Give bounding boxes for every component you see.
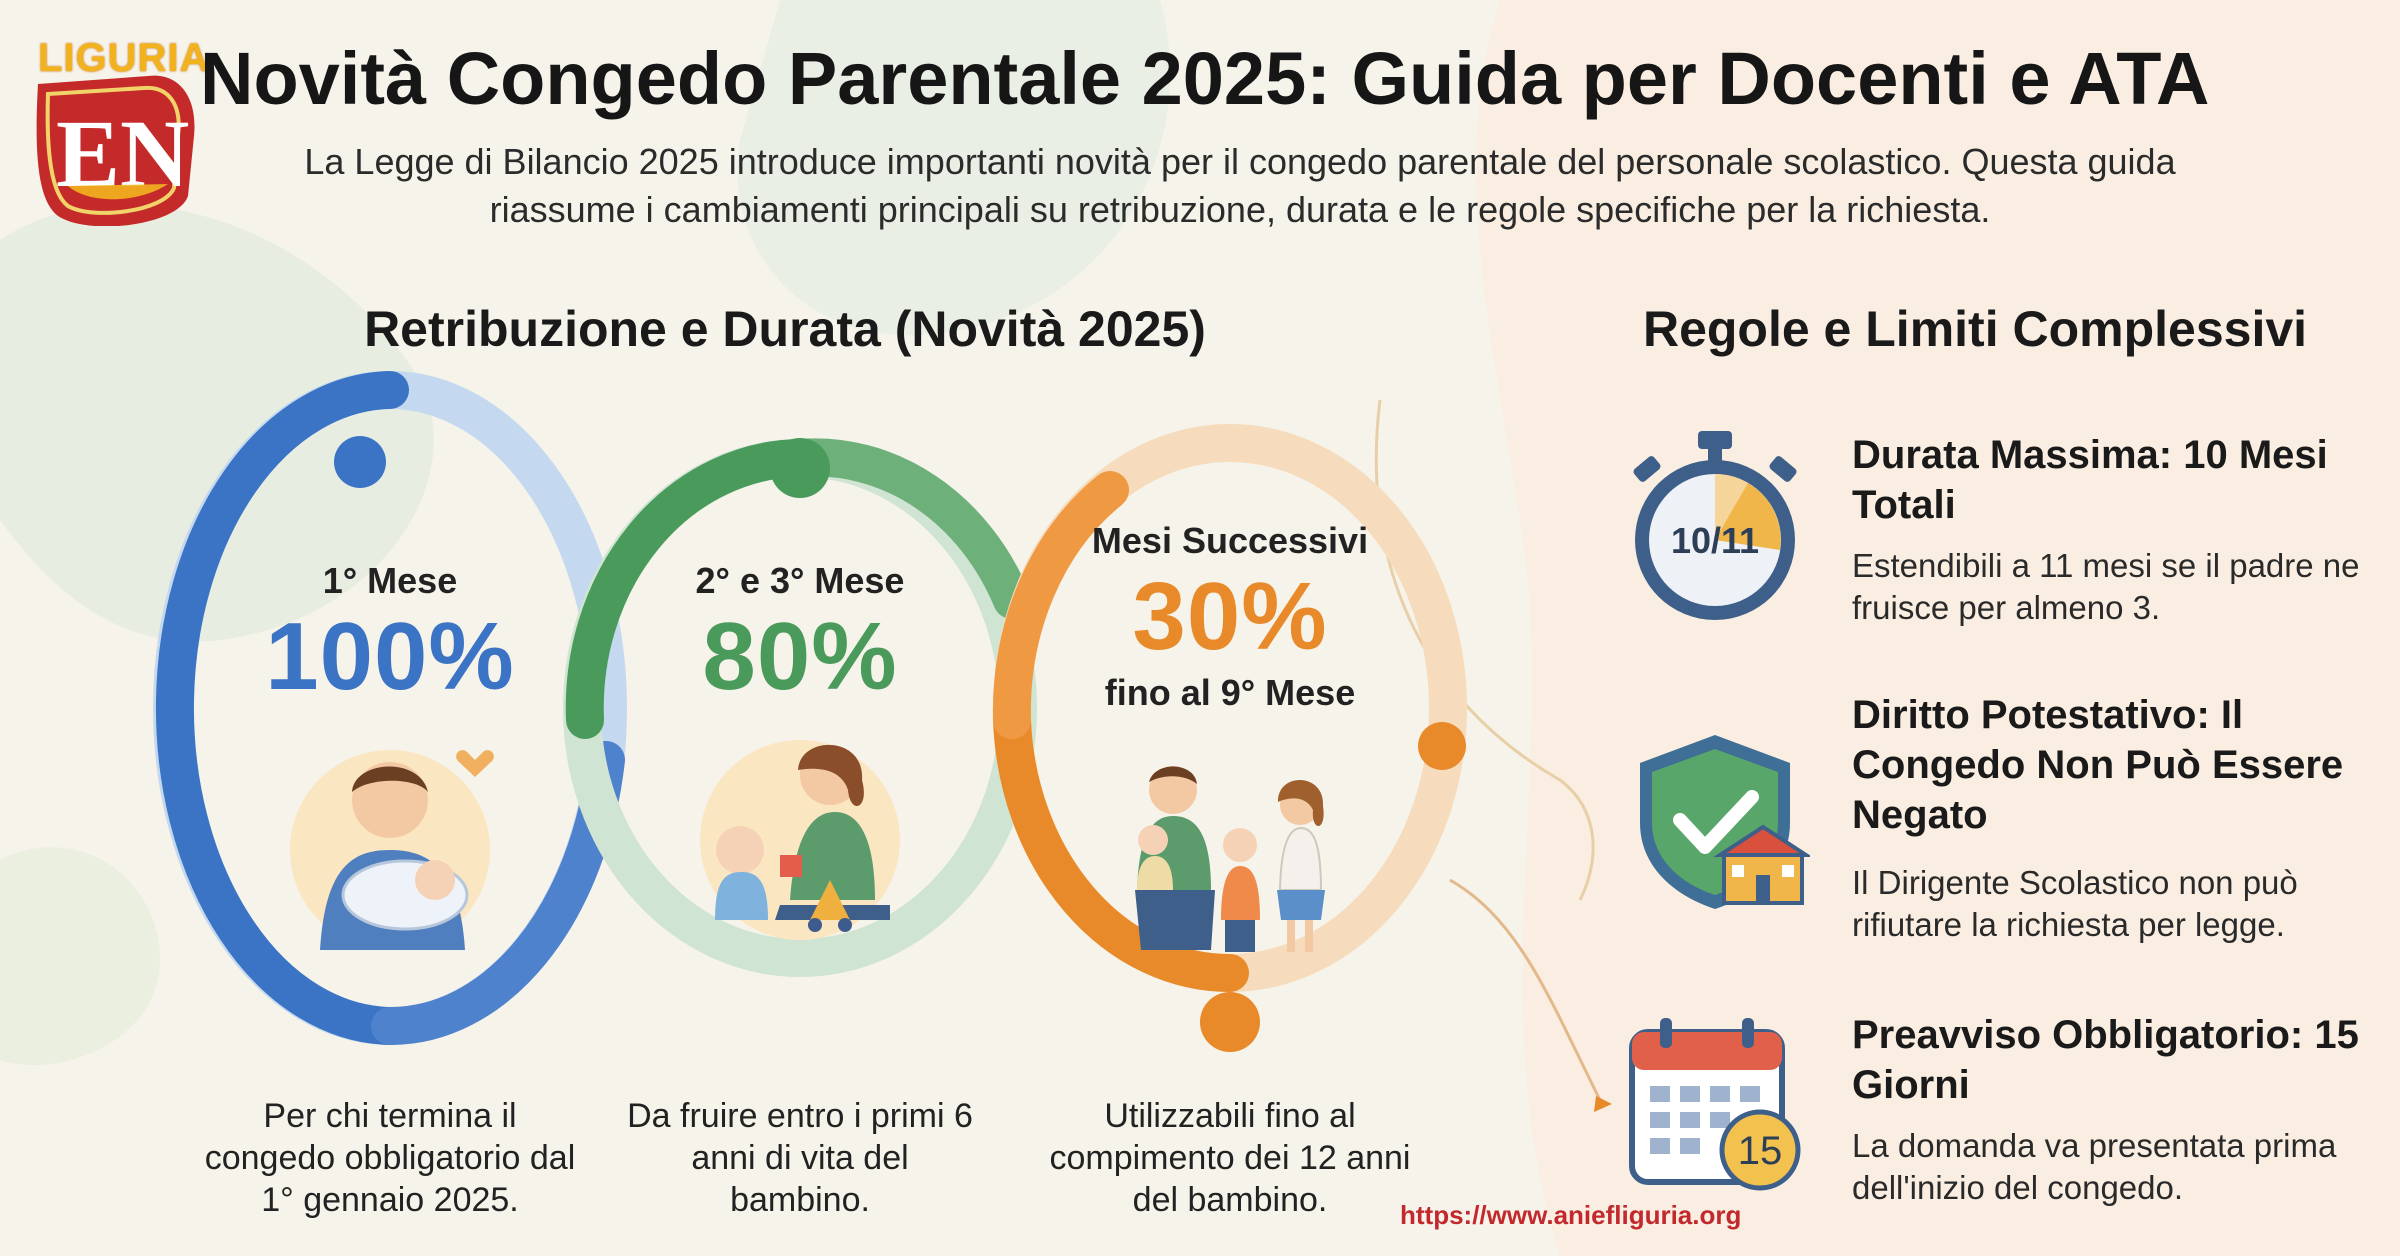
card-2-caption: Da fruire entro i primi 6 anni di vita d… [627, 1097, 973, 1219]
card-note: fino al 9° Mese [1104, 672, 1356, 713]
ring-orange-knob-bottom [1200, 992, 1260, 1052]
card-3-caption: Utilizzabili fino al compimento dei 12 a… [1049, 1097, 1411, 1219]
logo-text: LIGURIA [38, 36, 210, 80]
card-label: 2° e 3° Mese [695, 560, 905, 601]
card-label: Mesi Successivi [1091, 520, 1369, 561]
ring-orange-knob-right [1418, 722, 1466, 770]
card-1-text: 1° Mese 100% [250, 560, 530, 712]
shield-check-icon [1640, 735, 1810, 909]
ring-orange-arc [993, 701, 1249, 993]
card-percent: 80% [702, 603, 898, 710]
stopwatch-icon: 10/11 [1633, 431, 1797, 620]
check-icon [1673, 790, 1759, 854]
connector-arrow-icon [1594, 1096, 1612, 1112]
connector-line [1449, 878, 1602, 1101]
father-with-baby-illustration [290, 750, 494, 950]
card-1-caption: Per chi termina il congedo obbligatorio … [204, 1097, 576, 1219]
rule-3-title: Preavviso Obbligatorio: 15 Giorni [1852, 1013, 2359, 1107]
ring-green-knob [770, 438, 830, 498]
rule-3-description: La domanda va presentata prima dell'iniz… [1852, 1127, 2337, 1206]
mother-with-child-illustration [700, 740, 900, 940]
rule-1-description: Estendibili a 11 mesi se il padre ne fru… [1852, 547, 2360, 626]
card-label: 1° Mese [322, 560, 458, 601]
ring-blue-knob [334, 436, 386, 488]
section-title-regole: Regole e Limiti Complessivi [1642, 301, 2308, 357]
anief-liguria-logo: EN LIGURIA [28, 36, 210, 227]
card-percent: 100% [265, 603, 515, 710]
section-title-retribuzione: Retribuzione e Durata (Novità 2025) [364, 301, 1206, 357]
calendar-icon: 15 [1629, 1018, 1801, 1191]
ring-blue-arc-top [156, 371, 409, 719]
school-icon [1713, 824, 1810, 905]
calendar-day-label: 15 [1738, 1129, 1783, 1173]
rule-1-title: Durata Massima: 10 Mesi Totali [1852, 433, 2328, 527]
logo-emblem: EN [36, 75, 195, 227]
family-illustration [1135, 766, 1325, 952]
card-3-text: Mesi Successivi 30% fino al 9° Mese [1080, 520, 1380, 714]
ring-green-arc [565, 439, 819, 739]
rule-2-title: Diritto Potestativo: Il Congedo Non Può … [1852, 693, 2344, 837]
website-link[interactable]: https://www.aniefliguria.org [1400, 1200, 1742, 1230]
stopwatch-label: 10/11 [1671, 520, 1759, 561]
card-2-text: 2° e 3° Mese 80% [640, 560, 960, 712]
ring-blue-arc-bottom [155, 681, 409, 1045]
card-percent: 30% [1132, 563, 1328, 670]
page-title: Novità Congedo Parentale 2025: Guida per… [200, 37, 2210, 120]
rule-2-description: Il Dirigente Scolastico non può rifiutar… [1852, 864, 2298, 943]
intro-text: La Legge di Bilancio 2025 introduce impo… [304, 141, 2176, 230]
